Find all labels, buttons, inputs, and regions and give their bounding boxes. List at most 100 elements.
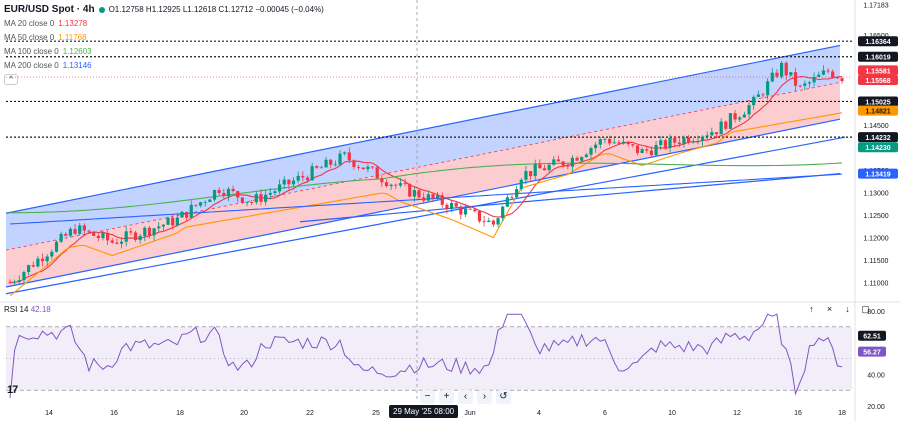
candle	[524, 165, 528, 185]
candle-body	[756, 94, 760, 97]
candle	[547, 162, 551, 172]
candle-body	[138, 235, 142, 240]
move-pane-up-icon[interactable]: ↑	[809, 304, 814, 314]
time-tick-label: 12	[733, 410, 741, 417]
channel-upper-line	[5, 44, 841, 214]
candle	[147, 225, 152, 239]
ma200-label[interactable]: MA 200 close 0	[4, 61, 59, 70]
candle-body	[482, 221, 486, 223]
ohlc-values: O1.12758 H1.12925 L1.12618 C1.12712 −0.0…	[108, 5, 324, 14]
scroll-left-button[interactable]: ‹	[458, 390, 473, 404]
candle-body	[668, 137, 672, 148]
market-status-dot	[98, 7, 105, 13]
candle	[812, 72, 816, 87]
symbol-title[interactable]: EUR/USD Spot · 4h	[4, 4, 95, 15]
price-label-text: 1.14230	[865, 145, 890, 152]
time-tick-label: 25	[372, 410, 380, 417]
candle-body	[524, 171, 528, 180]
candle	[194, 204, 198, 208]
candle	[454, 200, 458, 208]
rsi-line	[9, 313, 843, 399]
candle-body	[761, 94, 765, 96]
time-tick-label: 22	[306, 410, 314, 417]
candle	[40, 253, 45, 267]
maximize-pane-icon[interactable]: ▢	[861, 304, 870, 314]
candle-body	[440, 195, 444, 205]
candle	[719, 118, 723, 135]
candle-body	[175, 217, 179, 226]
candle-body	[324, 159, 328, 168]
rsi-tick-label: 40.00	[867, 372, 885, 379]
candle-body	[700, 136, 705, 141]
zoom-out-button[interactable]: −	[420, 390, 435, 404]
price-tick-label: 1.17183	[863, 2, 888, 9]
ma50-label[interactable]: MA 50 close 0	[4, 33, 55, 42]
candle	[552, 156, 556, 166]
candle	[310, 162, 314, 182]
time-tick-label: 18	[176, 410, 184, 417]
candle-body	[296, 175, 300, 181]
candle	[659, 135, 663, 151]
rsi-label[interactable]: RSI 14	[4, 305, 29, 314]
candle	[366, 164, 370, 173]
candle-body	[626, 141, 630, 145]
candle	[542, 164, 547, 171]
candle-body	[673, 137, 677, 143]
candle	[803, 80, 807, 91]
chart-legend: EUR/USD Spot · 4h O1.12758 H1.12925 L1.1…	[4, 3, 324, 85]
candle-body	[812, 76, 816, 83]
candle-body	[36, 258, 40, 267]
candle-body	[687, 137, 691, 143]
candle	[175, 212, 179, 227]
close-pane-icon[interactable]: ×	[826, 304, 833, 314]
candle-body	[566, 165, 570, 167]
ma100-label[interactable]: MA 100 close 0	[4, 47, 59, 56]
candle-body	[343, 152, 347, 154]
candle-body	[305, 177, 310, 181]
candle-body	[310, 166, 314, 181]
candle-body	[510, 197, 514, 199]
time-tick-label: 16	[794, 410, 802, 417]
rsi-value-label: 62.51	[858, 330, 886, 341]
reset-chart-button[interactable]: ↺	[496, 390, 511, 404]
candle-body	[491, 220, 495, 225]
candle	[384, 179, 389, 188]
candle-body	[152, 228, 156, 236]
candle	[115, 238, 119, 245]
scroll-right-button[interactable]: ›	[477, 390, 492, 404]
move-pane-down-icon[interactable]: ↓	[845, 304, 850, 314]
ma20-label[interactable]: MA 20 close 0	[4, 19, 55, 28]
candle-body	[129, 231, 133, 233]
candle	[700, 135, 705, 147]
candle-body	[366, 166, 370, 170]
price-label-bg	[858, 51, 898, 62]
candle	[617, 140, 621, 145]
candle	[821, 65, 826, 76]
candle-body	[301, 175, 305, 178]
candle-body	[370, 166, 375, 168]
candle	[784, 61, 788, 81]
candle-body	[547, 164, 551, 171]
candle	[626, 141, 630, 147]
candle	[54, 240, 59, 253]
candle-body	[603, 138, 607, 140]
candle-body	[115, 242, 119, 244]
candle-body	[171, 217, 175, 226]
candle	[742, 111, 746, 118]
candle-body	[742, 114, 746, 118]
price-label-text: 1.15568	[865, 78, 890, 85]
candle-body	[422, 197, 426, 201]
zoom-in-button[interactable]: +	[439, 390, 454, 404]
candle	[36, 255, 40, 268]
candle-body	[598, 139, 602, 145]
candle-body	[82, 225, 86, 231]
price-tick-label: 1.13000	[863, 191, 888, 198]
collapse-legend-icon[interactable]: ^	[4, 74, 18, 85]
price-label: 1.15025	[858, 96, 898, 107]
candle-body	[738, 117, 742, 120]
tradingview-logo: 17	[7, 384, 18, 396]
candle	[398, 178, 403, 188]
candle-body	[287, 179, 291, 185]
price-label-bg	[858, 65, 898, 76]
